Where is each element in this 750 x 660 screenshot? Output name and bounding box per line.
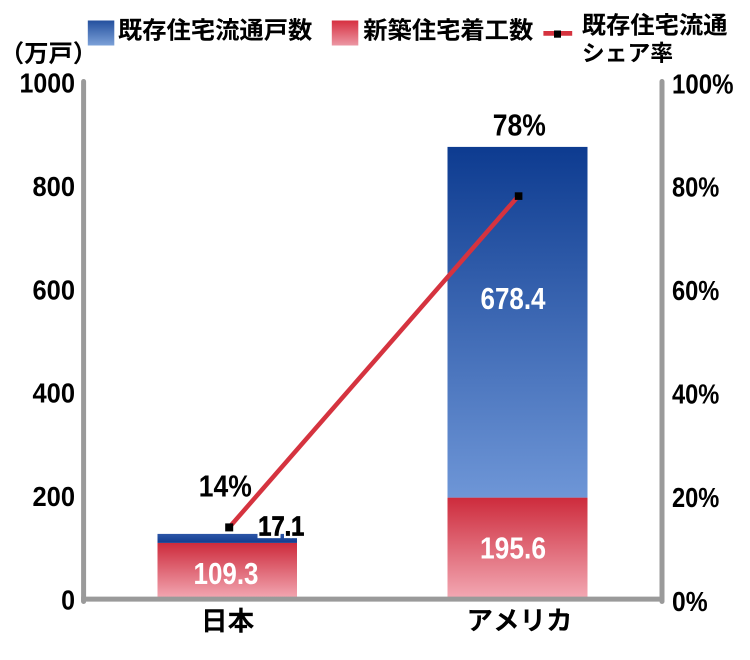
- svg-text:60%: 60%: [672, 275, 719, 306]
- svg-text:80%: 80%: [672, 172, 719, 203]
- svg-text:78%: 78%: [493, 108, 546, 143]
- svg-text:200: 200: [33, 481, 76, 512]
- svg-text:14%: 14%: [199, 469, 252, 504]
- svg-text:0%: 0%: [672, 586, 708, 617]
- svg-text:40%: 40%: [672, 379, 719, 410]
- svg-text:0: 0: [61, 585, 75, 616]
- svg-text:678.4: 678.4: [481, 281, 547, 316]
- svg-text:109.3: 109.3: [194, 556, 259, 591]
- svg-text:600: 600: [33, 274, 76, 305]
- svg-text:17.1: 17.1: [258, 511, 304, 542]
- svg-text:20%: 20%: [672, 482, 719, 513]
- svg-text:17.1: 17.1: [258, 511, 304, 542]
- svg-text:1000: 1000: [20, 68, 76, 99]
- svg-text:100%: 100%: [672, 69, 734, 100]
- svg-text:400: 400: [33, 378, 76, 409]
- svg-text:195.6: 195.6: [480, 531, 546, 566]
- svg-text:800: 800: [33, 171, 76, 202]
